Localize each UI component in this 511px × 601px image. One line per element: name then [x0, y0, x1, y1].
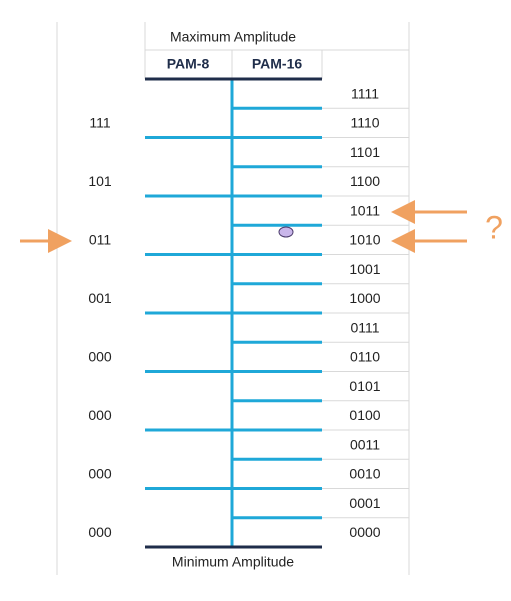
- pam16-label: 1010: [349, 232, 380, 248]
- pam16-label: 0000: [349, 524, 380, 540]
- question-mark: ?: [485, 209, 503, 245]
- title: Maximum Amplitude: [170, 29, 296, 45]
- pam8-label: 011: [89, 232, 112, 248]
- pam16-label: 1110: [350, 115, 379, 131]
- pam16-label: 1000: [349, 290, 380, 306]
- pam16-label: 1111: [351, 85, 379, 101]
- pam8-label: 101: [88, 173, 112, 189]
- pam16-label: 0100: [349, 407, 380, 423]
- header: PAM-16: [252, 56, 303, 72]
- pam16-label: 0011: [350, 436, 380, 452]
- pam8-label: 000: [88, 407, 112, 423]
- header: PAM-8: [167, 56, 210, 72]
- pam16-label: 0001: [349, 495, 380, 511]
- pam16-label: 0110: [350, 349, 380, 365]
- pam16-label: 0101: [349, 378, 380, 394]
- footer: Minimum Amplitude: [172, 554, 294, 570]
- pam8-label: 000: [88, 466, 112, 482]
- pam8-label: 000: [88, 524, 112, 540]
- marker-dot: [278, 226, 294, 238]
- pam16-label: 1101: [350, 144, 380, 160]
- pam16-label: 1001: [349, 261, 380, 277]
- pam16-label: 1011: [350, 202, 380, 218]
- pam16-label: 0010: [349, 466, 380, 482]
- pam16-label: 0111: [350, 319, 379, 335]
- pam8-label: 111: [89, 115, 110, 131]
- pam8-label: 000: [88, 349, 112, 365]
- pam16-label: 1100: [350, 173, 380, 189]
- pam8-label: 001: [88, 290, 112, 306]
